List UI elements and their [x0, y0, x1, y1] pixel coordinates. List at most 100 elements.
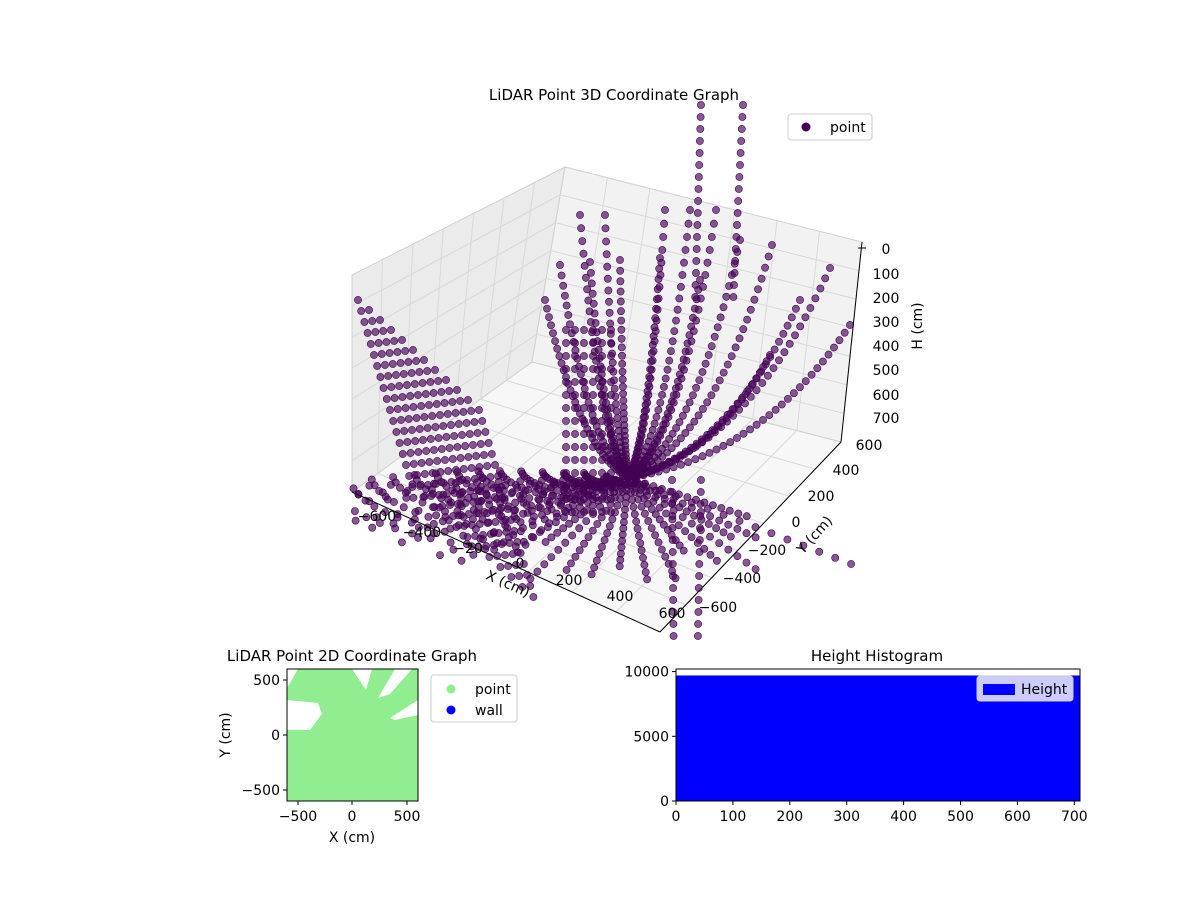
point-marker: [410, 471, 419, 479]
point-marker: [499, 486, 508, 495]
point-marker: [373, 362, 382, 370]
point-marker: [490, 545, 499, 554]
point-marker: [469, 505, 478, 514]
point-marker: [551, 337, 559, 345]
point-marker: [695, 161, 704, 169]
point-marker: [696, 524, 704, 532]
point-marker: [562, 508, 570, 516]
grid-line: [454, 213, 475, 418]
point-marker: [473, 429, 482, 437]
point-marker: [783, 321, 792, 330]
point-marker: [695, 376, 704, 384]
point-marker: [417, 402, 426, 410]
point-marker: [703, 258, 712, 267]
point-marker: [354, 296, 362, 304]
point-marker: [605, 308, 614, 317]
point-marker: [615, 562, 624, 571]
point-marker: [715, 539, 724, 547]
point-marker: [562, 352, 570, 360]
point-marker: [414, 533, 422, 542]
point-marker: [541, 296, 549, 304]
point-marker: [470, 475, 479, 483]
point-marker: [580, 482, 588, 490]
z-ticks-3d: 0 100 200 300 400 500 600 700: [858, 242, 899, 427]
point-marker: [719, 441, 728, 450]
point-marker: [796, 322, 805, 331]
point-marker: [602, 237, 610, 246]
point-marker: [420, 413, 429, 421]
x-tick-label: 0: [516, 556, 525, 572]
point-marker: [673, 305, 682, 314]
point-marker: [598, 326, 606, 334]
point-marker: [401, 488, 410, 497]
point-marker: [703, 504, 712, 513]
point-marker: [617, 343, 626, 352]
point-marker: [414, 448, 423, 456]
point-marker: [484, 518, 493, 527]
point-marker: [379, 327, 388, 335]
point-marker: [692, 257, 701, 265]
point-marker: [642, 406, 650, 414]
point-marker: [397, 416, 405, 424]
point-marker: [706, 532, 714, 541]
point-marker: [430, 446, 438, 454]
point-marker: [585, 307, 594, 316]
point-marker: [735, 334, 744, 343]
point-marker: [640, 561, 649, 569]
point-marker: [613, 501, 622, 510]
point-marker: [512, 515, 521, 523]
point-marker: [743, 315, 751, 324]
point-marker: [589, 326, 597, 334]
point-marker: [531, 488, 540, 496]
point-marker: [411, 437, 420, 445]
point-marker: [602, 250, 611, 259]
point-marker: [722, 292, 731, 301]
point-marker: [589, 404, 597, 412]
x-tick-label: 600: [659, 606, 686, 622]
point-marker: [377, 350, 386, 358]
point-marker: [436, 411, 444, 419]
point-marker: [742, 512, 751, 521]
point-marker: [696, 500, 705, 508]
point-marker: [562, 339, 570, 347]
point-marker: [607, 482, 615, 490]
point-marker: [388, 360, 397, 368]
point-marker: [769, 364, 778, 372]
point-marker: [387, 383, 396, 391]
point-marker: [386, 406, 394, 414]
point-marker: [571, 326, 579, 334]
point-marker: [704, 351, 713, 359]
point-marker: [705, 246, 714, 254]
point-marker: [415, 425, 424, 433]
point-marker: [618, 375, 627, 384]
point-marker: [513, 538, 522, 546]
x-tick-label: −600: [358, 509, 396, 525]
point-marker: [710, 219, 718, 228]
point-marker: [639, 553, 647, 562]
point-marker: [640, 419, 648, 428]
legend-marker-point: [446, 684, 456, 694]
x-tick-label: 500: [947, 809, 974, 825]
point-marker: [592, 556, 601, 565]
point-marker: [392, 371, 400, 379]
point-marker: [701, 271, 710, 279]
point-marker: [409, 346, 417, 354]
point-marker: [409, 493, 418, 502]
point-marker: [651, 531, 659, 540]
point-marker: [459, 531, 468, 540]
point-marker: [524, 485, 533, 494]
point-marker: [589, 526, 597, 535]
point-marker: [376, 373, 385, 381]
point-marker: [434, 434, 443, 442]
point-marker: [607, 469, 615, 477]
legend-label-point: point: [830, 120, 866, 136]
point-marker: [562, 378, 570, 386]
point-marker: [374, 339, 383, 347]
point-marker: [691, 455, 700, 464]
grid-line: [752, 220, 778, 420]
point-marker: [607, 443, 615, 451]
point-marker: [696, 137, 704, 145]
plot-3d-title: LiDAR Point 3D Coordinate Graph: [489, 86, 739, 104]
grid-line: [619, 188, 651, 385]
point-marker: [717, 504, 726, 512]
